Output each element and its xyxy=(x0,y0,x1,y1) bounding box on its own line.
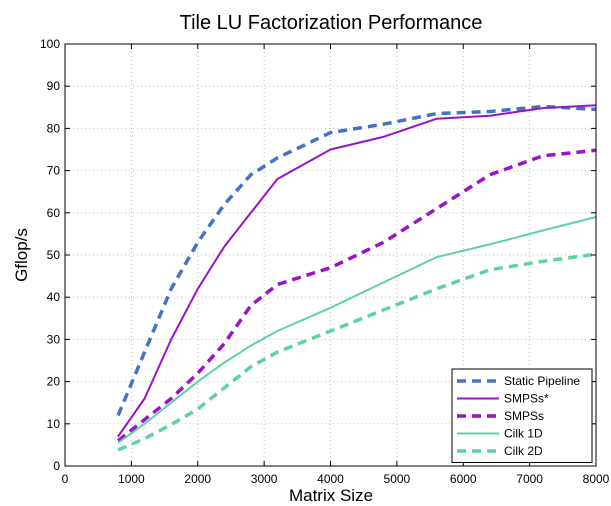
data-point-smpss xyxy=(197,372,199,374)
y-tick-label: 90 xyxy=(47,79,61,93)
data-point-smpss xyxy=(117,436,119,438)
series-line-smpss xyxy=(117,148,597,443)
data-point-cilk-1d xyxy=(330,307,332,309)
data-point-cilk-2d xyxy=(144,438,146,440)
x-tick-label: 8000 xyxy=(583,472,610,486)
legend-label-smpss: SMPSs* xyxy=(504,392,549,406)
y-tick-label: 0 xyxy=(53,459,60,473)
data-point-smpss xyxy=(383,241,385,243)
data-point-smpss xyxy=(276,178,278,180)
y-tick-label: 20 xyxy=(47,375,61,389)
x-tick-label: 6000 xyxy=(450,472,477,486)
data-point-cilk-2d xyxy=(276,351,278,353)
data-point-cilk-1d xyxy=(489,243,491,245)
series-lines xyxy=(116,104,597,452)
data-point-cilk-1d xyxy=(436,256,438,258)
series-line-cilk-1d xyxy=(117,216,597,444)
y-tick-label: 100 xyxy=(40,37,60,51)
data-point-smpss xyxy=(303,163,305,165)
x-tick-label: 4000 xyxy=(317,472,344,486)
y-axis-label: Gflop/s xyxy=(12,228,31,282)
data-point-smpss xyxy=(489,115,491,117)
data-point-static-pipeline xyxy=(170,288,172,290)
y-tick-label: 40 xyxy=(47,290,61,304)
data-point-smpss xyxy=(197,288,199,290)
y-tick-label: 60 xyxy=(47,206,61,220)
data-point-smpss xyxy=(436,118,438,120)
x-tick-label: 5000 xyxy=(384,472,411,486)
data-point-smpss xyxy=(250,305,252,307)
data-point-smpss xyxy=(542,155,544,157)
data-point-cilk-2d xyxy=(383,309,385,311)
legend-label-cilk-1d: Cilk 1D xyxy=(504,427,543,441)
legend-label-static-pipeline: Static Pipeline xyxy=(504,374,580,388)
data-point-smpss xyxy=(383,136,385,138)
data-point-static-pipeline xyxy=(276,157,278,159)
data-point-static-pipeline xyxy=(117,414,119,416)
x-tick-label: 2000 xyxy=(184,472,211,486)
data-point-smpss xyxy=(223,343,225,345)
data-point-smpss xyxy=(330,149,332,151)
x-tick-label: 7000 xyxy=(516,472,543,486)
grid-lines xyxy=(65,44,596,466)
y-tick-label: 70 xyxy=(47,164,61,178)
data-point-cilk-2d xyxy=(436,288,438,290)
data-point-static-pipeline xyxy=(197,241,199,243)
data-point-smpss xyxy=(542,107,544,109)
series-line-cilk-2d xyxy=(117,252,597,452)
data-point-smpss xyxy=(144,419,146,421)
x-tick-label: 1000 xyxy=(118,472,145,486)
data-point-static-pipeline xyxy=(144,351,146,353)
data-point-cilk-1d xyxy=(144,423,146,425)
legend-label-cilk-2d: Cilk 2D xyxy=(504,444,543,458)
legend: Static Pipeline SMPSs* SMPSs Cilk 1D Cilk 2D xyxy=(451,368,593,463)
data-point-smpss xyxy=(330,267,332,269)
data-point-static-pipeline xyxy=(489,111,491,113)
data-point-cilk-2d xyxy=(117,449,119,451)
data-point-cilk-1d xyxy=(383,281,385,283)
data-point-static-pipeline xyxy=(383,123,385,125)
chart-title: Tile LU Factorization Performance xyxy=(180,12,483,34)
y-tick-label: 50 xyxy=(47,248,61,262)
data-point-smpss xyxy=(170,398,172,400)
data-point-cilk-1d xyxy=(117,442,119,444)
series-line-static-pipeline xyxy=(116,104,597,417)
data-point-cilk-2d xyxy=(250,366,252,368)
data-point-smpss xyxy=(223,246,225,248)
data-point-smpss xyxy=(144,398,146,400)
data-point-cilk-2d xyxy=(170,424,172,426)
series-line-smpss xyxy=(117,104,597,438)
data-point-cilk-1d xyxy=(276,330,278,332)
data-point-static-pipeline xyxy=(303,144,305,146)
y-tick-label: 80 xyxy=(47,121,61,135)
data-point-smpss xyxy=(436,208,438,210)
data-point-cilk-1d xyxy=(170,402,172,404)
y-tick-label: 30 xyxy=(47,332,61,346)
data-point-smpss xyxy=(250,212,252,214)
data-point-static-pipeline xyxy=(250,174,252,176)
data-point-smpss xyxy=(276,284,278,286)
y-tick-label: 10 xyxy=(47,417,61,431)
data-point-cilk-1d xyxy=(223,362,225,364)
x-tick-label: 0 xyxy=(62,472,69,486)
data-point-cilk-1d xyxy=(197,381,199,383)
data-point-cilk-2d xyxy=(197,408,199,410)
data-point-cilk-2d xyxy=(330,330,332,332)
data-point-smpss xyxy=(170,338,172,340)
data-point-cilk-1d xyxy=(542,230,544,232)
data-point-static-pipeline xyxy=(223,203,225,205)
legend-label-smpss: SMPSs xyxy=(504,409,544,423)
data-point-static-pipeline xyxy=(330,132,332,134)
data-point-cilk-2d xyxy=(489,269,491,271)
data-point-static-pipeline xyxy=(436,113,438,115)
data-point-cilk-2d xyxy=(542,260,544,262)
data-point-smpss xyxy=(489,174,491,176)
data-point-cilk-2d xyxy=(223,387,225,389)
x-tick-label: 3000 xyxy=(251,472,278,486)
x-axis-label: Matrix Size xyxy=(289,486,373,505)
ticks: 0 1000 2000 3000 4000 5000 6000 7000 8000 0 10 20 30… xyxy=(40,37,610,486)
data-point-cilk-1d xyxy=(250,345,252,347)
